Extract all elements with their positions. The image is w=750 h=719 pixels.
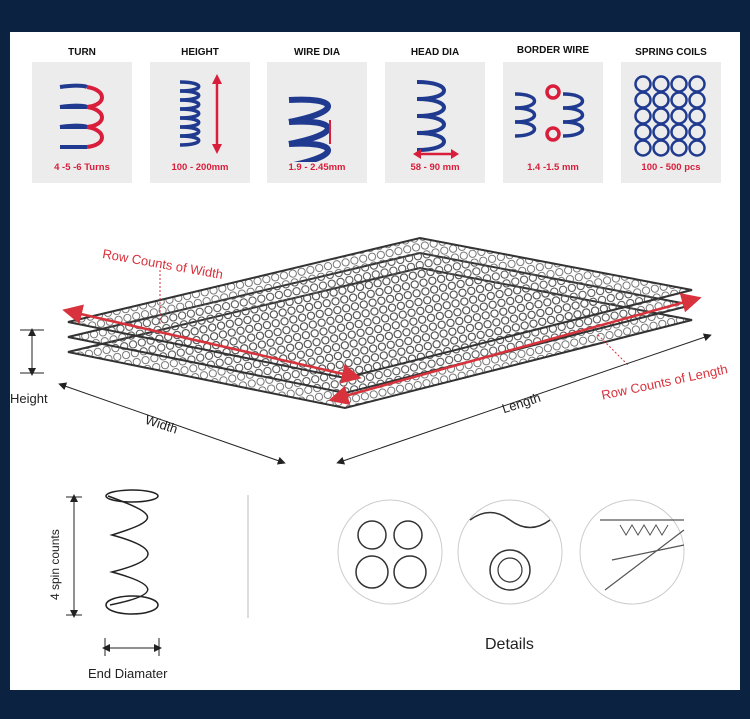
head-diameter-icon: [413, 80, 459, 159]
length-arrow: [336, 333, 712, 465]
spring-icon: [105, 489, 159, 615]
height-label: Height: [10, 391, 48, 406]
detail-image-3: [579, 499, 685, 605]
spec-card: 4 -5 -6 Turns: [32, 62, 132, 183]
detail-image-2: [457, 499, 563, 605]
end-diameter-label: End Diamater: [88, 666, 168, 681]
width-row-arrow: [62, 304, 362, 384]
spec-title: WIRE DIA: [293, 47, 341, 58]
spring-turn-icon: [59, 83, 104, 149]
spec-title: TURN: [68, 47, 96, 58]
spec-title: HEAD DIA: [410, 47, 460, 58]
spec-card: 58 - 90 mm: [385, 62, 485, 183]
spring-height-icon: [179, 74, 222, 154]
spec-title: BORDER WIRE: [516, 45, 590, 56]
detail-image-1: [337, 499, 443, 605]
spec-value: 1.9 - 2.45mm: [288, 162, 346, 173]
spec-card: 100 - 500 pcs: [621, 62, 721, 183]
spec-value: 1.4 -1.5 mm: [527, 162, 579, 173]
details-label: Details: [485, 636, 534, 653]
spec-value: 100 - 500 pcs: [641, 162, 701, 173]
spin-counts-label: 4 spin counts: [48, 529, 62, 600]
spec-title: HEIGHT: [181, 47, 219, 58]
wire-diameter-icon: [288, 96, 331, 162]
spec-value: 100 - 200mm: [171, 162, 229, 173]
spec-card: 1.4 -1.5 mm: [503, 62, 603, 183]
spec-value: 58 - 90 mm: [410, 162, 460, 173]
spec-card: 100 - 200mm: [150, 62, 250, 183]
spec-card: 1.9 - 2.45mm: [267, 62, 367, 183]
spring-coils-icon: [634, 75, 706, 157]
spec-title: SPRING COILS: [635, 47, 707, 58]
spec-value: 4 -5 -6 Turns: [54, 162, 110, 173]
width-arrow: [58, 382, 286, 465]
border-wire-icon: [514, 84, 585, 142]
